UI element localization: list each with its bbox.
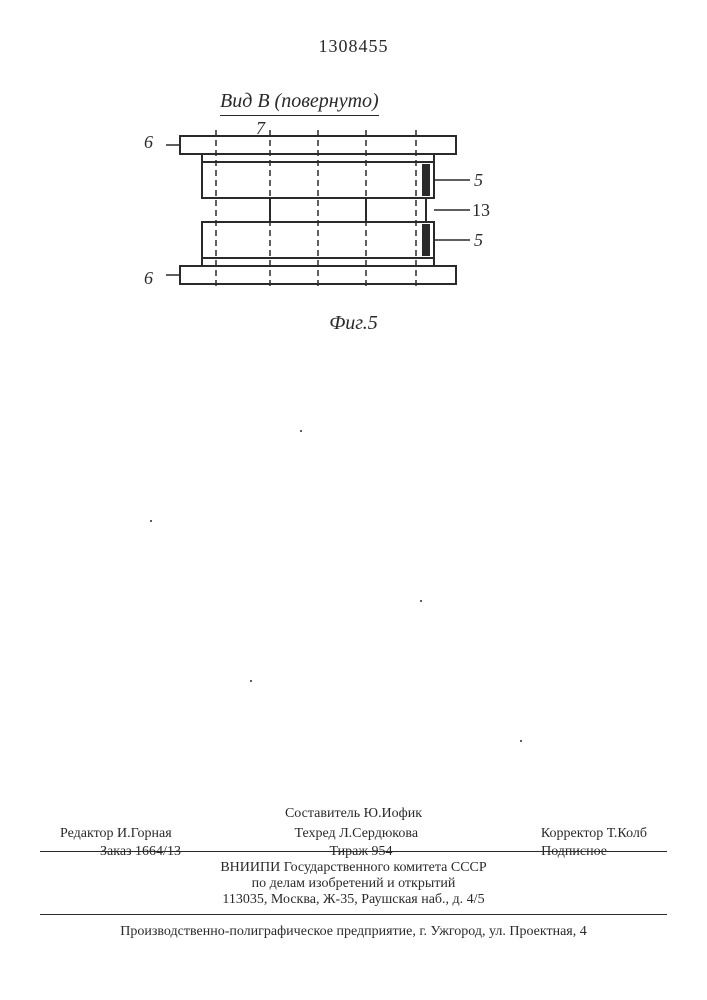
noise-dot	[300, 430, 302, 432]
callout-6-top: 6	[144, 132, 153, 153]
figure-caption: Фиг.5	[0, 312, 707, 335]
editor-name: И.Горная	[117, 826, 172, 841]
figure-5-drawing: 6 6 7 5 5 13	[150, 120, 490, 310]
corrector-label: Корректор	[541, 826, 603, 841]
callout-13: 13	[472, 200, 490, 221]
tirage: Тираж 954	[329, 844, 392, 860]
callout-5-top: 5	[474, 170, 483, 191]
compiler-name: Ю.Иофик	[364, 806, 422, 821]
callout-6-bottom: 6	[144, 268, 153, 289]
rule-bottom	[40, 914, 667, 915]
credits-block: Составитель Ю.Иофик Редактор И.Горная Те…	[60, 806, 647, 842]
editor-label: Редактор	[60, 826, 114, 841]
noise-dot	[150, 520, 152, 522]
page: 1308455 Вид В (повернуто)	[0, 0, 707, 1000]
order-number: Заказ 1664/13	[100, 844, 181, 860]
corrector-cell: Корректор Т.Колб	[541, 826, 647, 842]
techred-cell: Техред Л.Сердюкова	[192, 826, 521, 842]
signed: Подписное	[541, 844, 607, 860]
techred-name: Л.Сердюкова	[339, 826, 418, 841]
view-title: Вид В (повернуто)	[220, 90, 379, 116]
doc-number: 1308455	[0, 36, 707, 57]
institute-line: ВНИИПИ Государственного комитета СССР	[60, 860, 647, 876]
callout-5-bottom: 5	[474, 230, 483, 251]
compiler-label: Составитель	[285, 806, 360, 821]
dept-line: по делам изобретений и открытий	[60, 876, 647, 892]
info-block: Заказ 1664/13 Тираж 954 Подписное ВНИИПИ…	[60, 844, 647, 908]
noise-dot	[250, 680, 252, 682]
corrector-name: Т.Колб	[607, 826, 647, 841]
press-line: Производственно-полиграфическое предприя…	[50, 924, 657, 940]
editor-cell: Редактор И.Горная	[60, 826, 172, 842]
address-line: 113035, Москва, Ж-35, Раушская наб., д. …	[60, 892, 647, 908]
techred-label: Техред	[294, 826, 335, 841]
noise-dot	[520, 740, 522, 742]
noise-dot	[420, 600, 422, 602]
callout-7: 7	[256, 118, 265, 139]
